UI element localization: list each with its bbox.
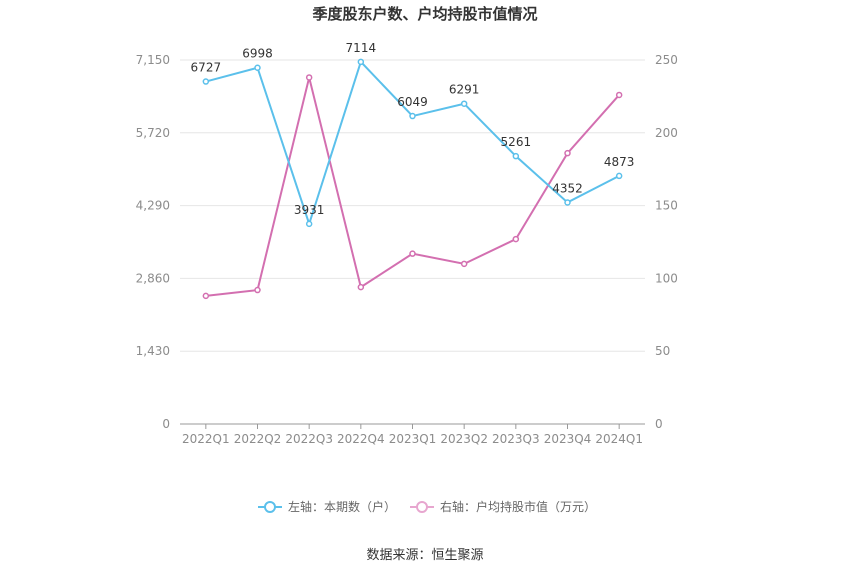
data-point-right [357, 283, 365, 291]
left-tick-label: 7,150 [136, 53, 170, 67]
data-label: 6727 [191, 61, 222, 75]
grid [180, 59, 645, 352]
chart-title: 季度股东户数、户均持股市值情况 [312, 5, 537, 23]
legend-label-right: 右轴：户均持股市值（万元） [440, 499, 596, 514]
legend-marker-right [416, 501, 428, 513]
data-point-left [202, 78, 210, 85]
right-tick-label: 250 [655, 53, 678, 67]
data-point-left [357, 58, 365, 66]
right-tick-label: 200 [655, 126, 678, 140]
data-point-left [254, 64, 261, 71]
data-label: 6049 [397, 95, 428, 109]
right-tick-label: 100 [655, 271, 678, 285]
legend-label-left: 左轴：本期数（户） [288, 499, 396, 514]
data-point-right [409, 250, 416, 257]
x-tick-label: 2022Q1 [182, 432, 230, 446]
data-point-left [460, 100, 468, 107]
data-label: 4352 [552, 181, 583, 195]
data-point-left [615, 172, 623, 180]
legend-marker-left [264, 501, 276, 513]
left-tick-label: 1,430 [136, 344, 170, 358]
right-tick-label: 50 [655, 344, 670, 358]
data-point-right [564, 149, 571, 157]
legend-item-left[interactable]: 左轴：本期数（户） [258, 499, 396, 514]
x-tick-label: 2024Q1 [595, 432, 643, 446]
data-point-left [409, 112, 416, 120]
x-axis: 2022Q1 2022Q2 2022Q3 2022Q4 2023Q1 2023Q2 2023… [180, 423, 645, 446]
left-tick-label: 2,860 [136, 271, 170, 285]
series-line-left [205, 59, 620, 228]
data-point-left [512, 152, 520, 160]
left-tick-label: 0 [162, 417, 170, 431]
left-tick-label: 5,720 [136, 126, 170, 140]
data-point-right [460, 260, 468, 268]
data-label: 5261 [501, 135, 532, 149]
data-point-right [615, 91, 623, 99]
data-label: 6291 [449, 83, 480, 97]
x-tick-label: 2022Q4 [337, 432, 385, 446]
x-tick-label: 2023Q2 [440, 432, 488, 446]
data-label: 4873 [604, 155, 635, 169]
data-label: 6998 [242, 47, 273, 61]
x-tick-label: 2023Q1 [389, 432, 437, 446]
x-tick-label: 2022Q3 [285, 432, 333, 446]
data-source: 数据来源：恒生聚源 [366, 548, 483, 563]
data-point-right [512, 235, 520, 243]
right-tick-label: 0 [655, 417, 663, 431]
right-axis: 0 50 100 150 200 250 [655, 53, 678, 431]
left-tick-label: 4,290 [136, 199, 170, 213]
data-point-right [305, 74, 313, 81]
x-tick-label: 2023Q3 [492, 432, 540, 446]
right-tick-label: 150 [655, 199, 678, 213]
x-tick-label: 2022Q2 [234, 432, 282, 446]
legend[interactable]: 左轴：本期数（户） 右轴：户均持股市值（万元） [258, 499, 596, 514]
data-point-left [564, 199, 571, 206]
data-point-right [254, 286, 261, 294]
series-group: 6727 6998 3931 7114 6049 6291 5261 4352 4873 [191, 41, 635, 300]
data-point-left [305, 220, 313, 228]
x-tick-label: 2023Q4 [544, 432, 592, 446]
legend-item-right[interactable]: 右轴：户均持股市值（万元） [410, 499, 596, 514]
left-axis: 0 1,430 2,860 4,290 5,720 7,150 [136, 53, 170, 431]
data-label: 7114 [346, 41, 377, 55]
data-label: 3931 [294, 203, 325, 217]
data-point-right [202, 292, 210, 300]
